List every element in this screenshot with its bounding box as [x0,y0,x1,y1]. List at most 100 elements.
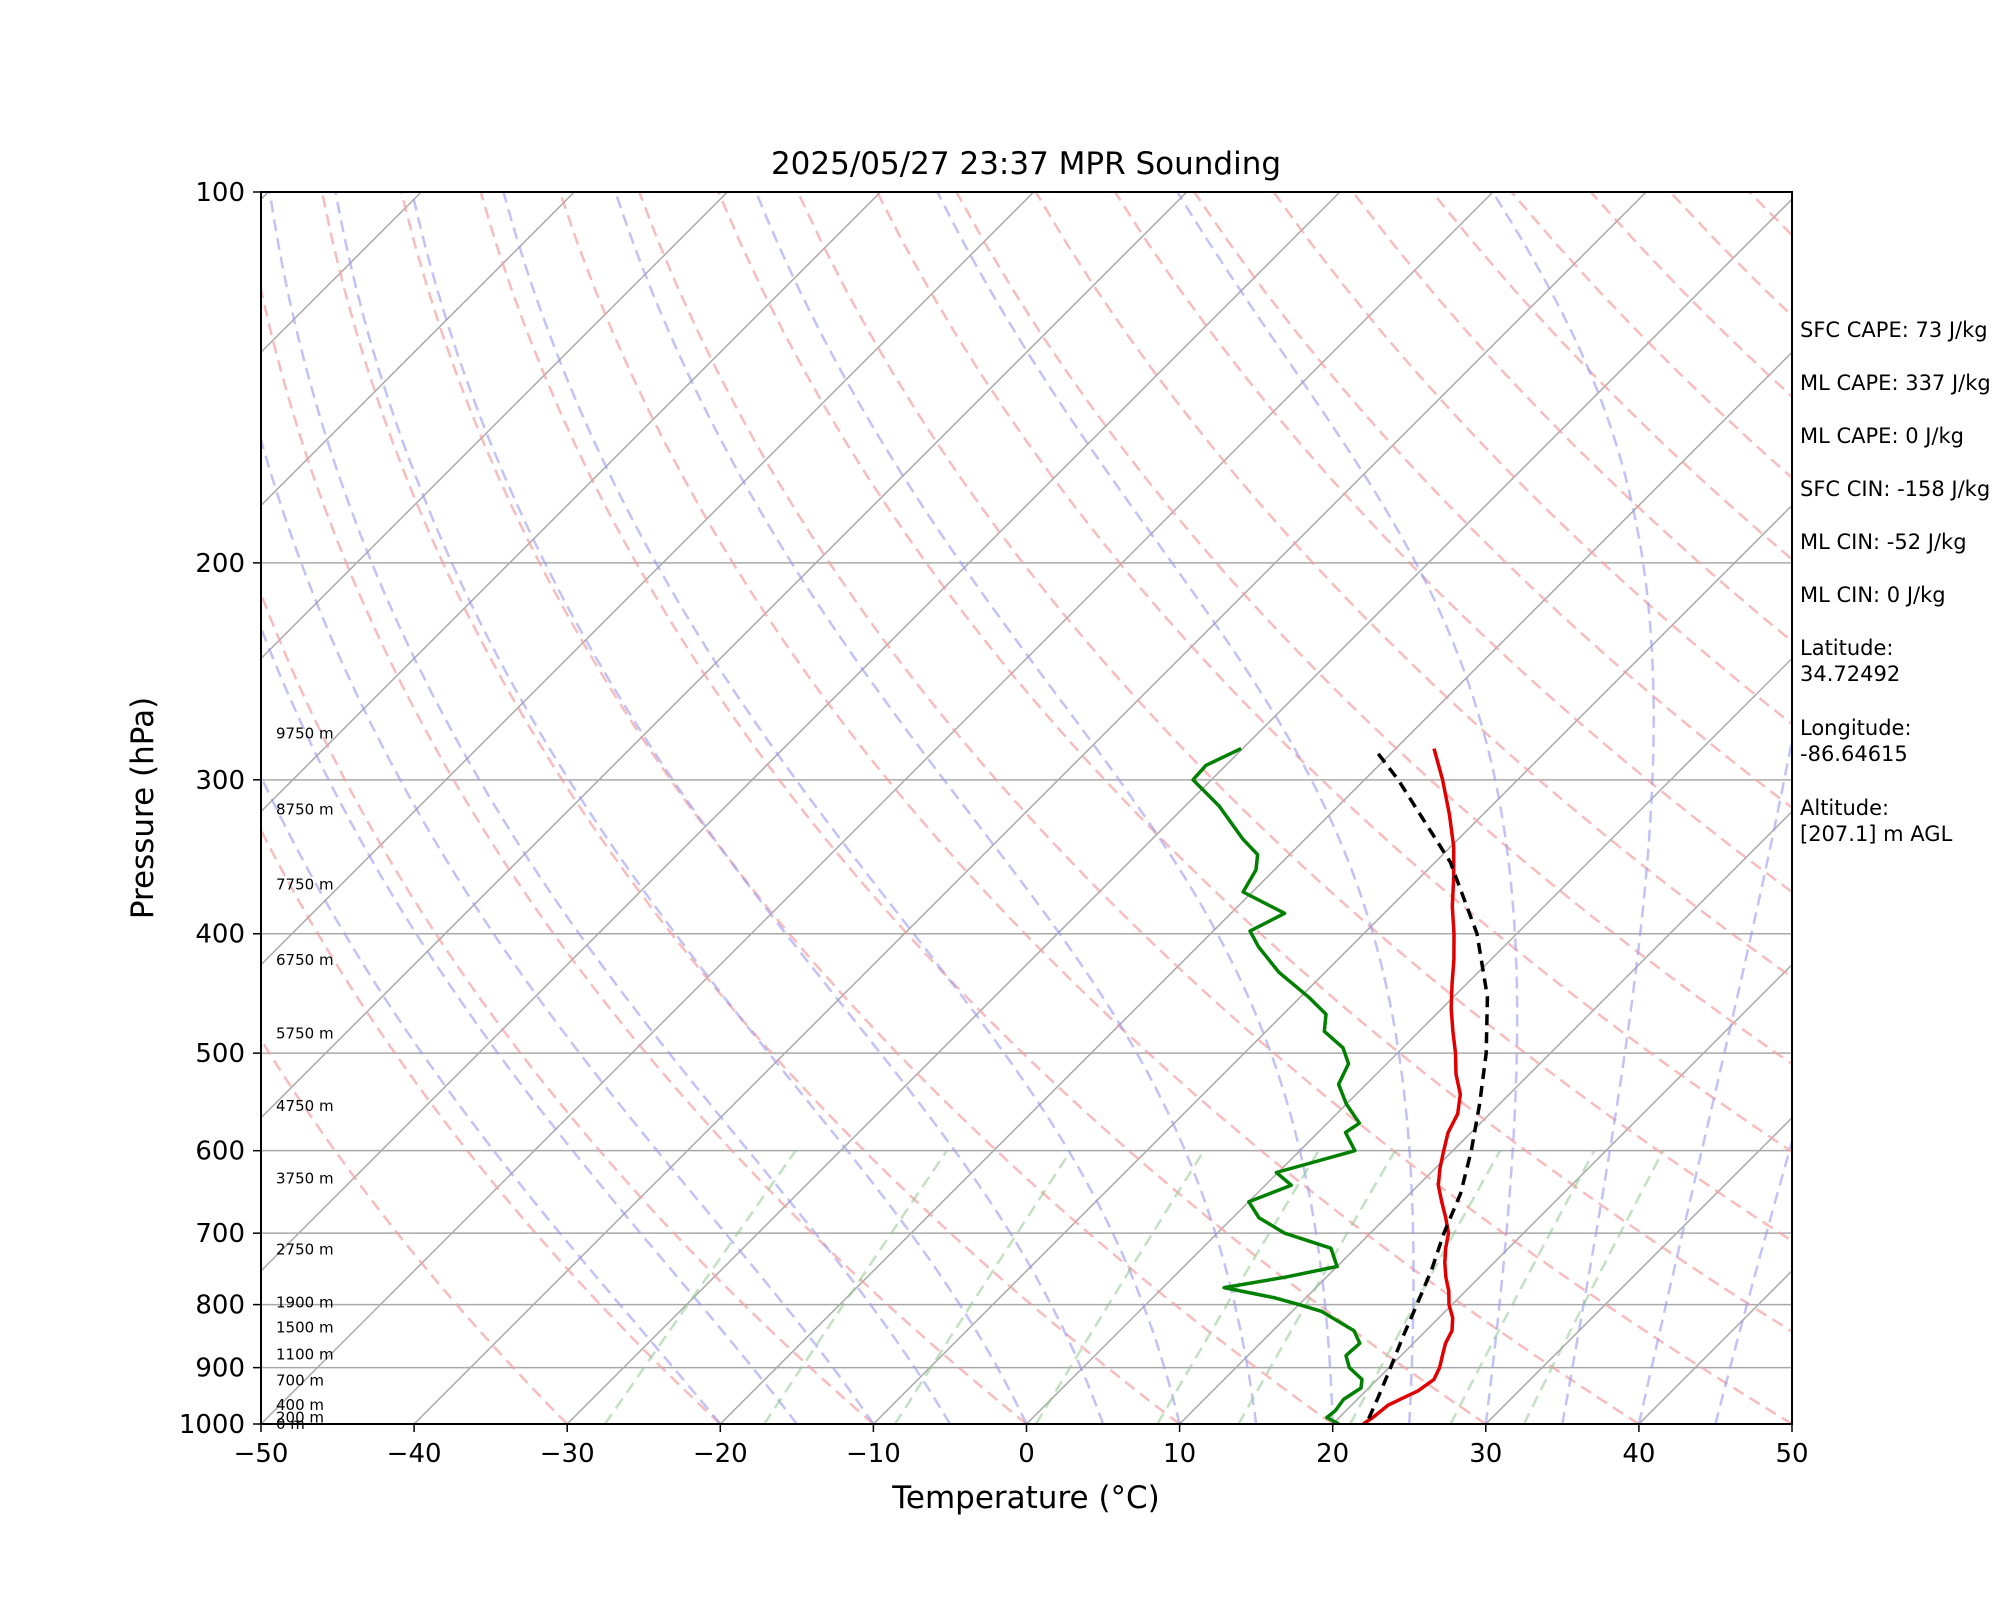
height-label: 1500 m [276,1319,334,1337]
background-lines [0,192,1792,1424]
y-tick-label: 300 [195,766,245,796]
moist-adiabat-line [1176,192,1519,1424]
stat-entry: ML CIN: -52 J/kg [1800,530,1967,554]
stat-entry: SFC CAPE: 73 J/kg [1800,318,1988,342]
height-label: 700 m [276,1372,324,1390]
isotherm-line [261,192,575,507]
isotherm-line [261,192,729,660]
mixing-ratio-line [1449,1150,1596,1424]
isotherm-line [872,504,1792,1424]
moist-adiabat-line [936,192,1415,1424]
dry-adiabat-line [261,827,722,1424]
isotherm-line [719,351,1792,1424]
stat-entry: SFC CIN: -158 J/kg [1800,477,1990,501]
moist-adiabat-line [754,192,1334,1424]
height-label: 4750 m [276,1097,334,1115]
mixing-ratio-line [1349,1150,1502,1424]
x-tick-label: −10 [846,1439,901,1469]
height-label: 5750 m [276,1025,334,1043]
dry-adiabat-line [955,192,1792,1066]
chart-title: 2025/05/27 23:37 MPR Sounding [771,146,1281,182]
y-tick-label: 200 [195,549,245,579]
isotherm-line [1485,1116,1792,1424]
mixing-ratio-line [763,1149,948,1424]
height-label: 3750 m [276,1169,334,1187]
isotherm-line [261,192,1341,1272]
x-tick-label: −50 [234,1439,289,1469]
mixing-ratio-line [603,1149,797,1424]
isotherm-line [1179,810,1792,1424]
dry-adiabat-line [638,192,1792,1424]
y-tick-label: 1000 [179,1410,245,1440]
temperature-profile [1362,748,1463,1424]
dry-adiabat-line [717,192,1792,1334]
moist-adiabat-line [261,624,798,1424]
x-tick-label: −30 [540,1439,595,1469]
height-label: 6750 m [276,951,334,969]
moist-adiabat-line [334,192,1028,1424]
dry-adiabat-line [261,590,875,1424]
dry-adiabat-line [261,283,1028,1424]
moist-adiabat-line [261,435,875,1424]
mixing-ratio-line [1522,1150,1665,1424]
y-tick-label: 500 [195,1039,245,1069]
moist-adiabat-line [268,192,952,1424]
stat-entry: Altitude: [207.1] m AGL [1800,796,1953,846]
moist-adiabat-line [502,192,1181,1424]
height-label: 8750 m [276,800,334,818]
stat-entry: Latitude: 34.72492 [1800,636,1900,686]
dry-adiabat-line [400,192,1334,1424]
parcel-profile [1367,747,1490,1420]
isotherm-line [1025,657,1792,1424]
height-label: 1900 m [276,1294,334,1312]
y-tick-label: 700 [195,1219,245,1249]
y-tick-label: 600 [195,1137,245,1167]
stat-entry: ML CAPE: 337 J/kg [1800,371,1991,395]
height-label: 400 m [276,1396,324,1414]
height-label: 9750 m [276,724,334,742]
isotherm-line [261,192,1494,1424]
dry-adiabat-line [1034,192,1792,979]
x-tick-label: −40 [387,1439,442,1469]
stats-panel: SFC CAPE: 73 J/kg ML CAPE: 337 J/kg ML CAP… [1800,318,1991,846]
plot-frame [260,191,1793,1425]
stat-entry: ML CIN: 0 J/kg [1800,583,1946,607]
data-lines [1191,747,1490,1424]
dry-adiabat-line [875,192,1792,1154]
y-axis-label: Pressure (hPa) [125,697,161,919]
x-tick-label: 50 [1775,1439,1808,1469]
y-tick-label: 400 [195,920,245,950]
moist-adiabat-line [614,192,1258,1424]
stat-entry: ML CAPE: 0 J/kg [1800,424,1964,448]
isotherm-line [261,192,1035,966]
isotherm-line [0,192,115,1424]
dry-adiabat-line [796,192,1792,1243]
mixing-ratio-line [1034,1150,1206,1424]
dry-adiabat-line [320,192,1181,1424]
isotherm-line [261,192,882,813]
x-tick-label: −20 [693,1439,748,1469]
height-label: 0 m [276,1415,305,1433]
height-label: 200 m [276,1409,324,1427]
x-tick-label: 0 [1018,1439,1035,1469]
x-tick-label: 20 [1316,1439,1349,1469]
isotherm-line [413,192,1647,1424]
dry-adiabat-line [261,1037,569,1424]
y-tick-label: 800 [195,1291,245,1321]
y-tick-label: 100 [195,178,245,208]
moist-adiabat-line [1637,733,1792,1424]
moist-adiabat-line [1491,192,1655,1424]
x-tick-label: 30 [1469,1439,1502,1469]
moist-adiabat-line [410,192,1105,1424]
x-axis-label: Temperature (°C) [891,1480,1160,1516]
dry-adiabat-line [479,192,1487,1424]
mixing-ratio-line [1237,1150,1397,1424]
isotherm-line [1332,963,1792,1424]
mixing-ratio-line [894,1150,1072,1424]
height-label: 2750 m [276,1241,334,1259]
height-label: 7750 m [276,876,334,894]
stat-entry: Longitude: -86.64615 [1800,716,1912,766]
dry-adiabat-line [558,192,1640,1424]
